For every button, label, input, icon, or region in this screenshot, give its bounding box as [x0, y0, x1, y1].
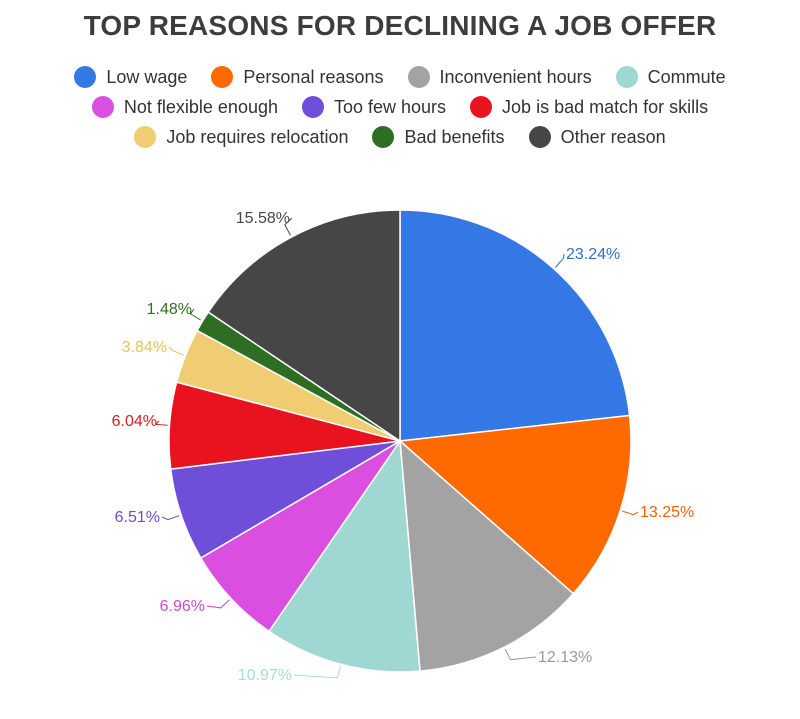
legend-item: Job requires relocation	[134, 126, 348, 148]
slice-value-label: 6.04%	[112, 413, 157, 430]
pie-slice	[207, 209, 401, 443]
slice-value-label: 3.84%	[122, 339, 167, 356]
slice-value-label: 15.58%	[236, 210, 290, 227]
slice-value-label: 1.48%	[147, 301, 192, 318]
legend-label: Too few hours	[333, 96, 447, 117]
legend: Low wage Personal reasons Inconvenient hou…	[0, 62, 800, 152]
pie-slice	[399, 439, 575, 672]
legend-item: Low wage	[74, 66, 187, 88]
leader-line	[504, 648, 537, 661]
slice-value-label: 6.51%	[115, 509, 160, 526]
legend-swatch	[301, 96, 324, 118]
pie-slice	[398, 414, 632, 595]
legend-label: Inconvenient hours	[439, 66, 592, 87]
legend-label: Job is bad match for skills	[502, 96, 709, 117]
slice-value-label: 23.24%	[566, 246, 620, 263]
legend-label: Not flexible enough	[123, 96, 278, 117]
leader-line	[161, 515, 180, 521]
pie-slice	[399, 209, 631, 442]
legend-swatch	[91, 96, 114, 118]
legend-item: Personal reasons	[211, 66, 384, 88]
legend-item: Commute	[615, 66, 726, 88]
legend-label: Job requires relocation	[166, 126, 349, 147]
leader-line	[206, 599, 230, 609]
legend-item: Too few hours	[301, 96, 447, 118]
slice-value-label: 12.13%	[538, 649, 592, 666]
legend-label: Bad benefits	[404, 126, 505, 147]
legend-swatch	[134, 126, 157, 148]
legend-swatch	[528, 126, 551, 148]
leader-line	[168, 346, 184, 356]
legend-label: Commute	[647, 66, 726, 87]
leader-line	[622, 510, 639, 516]
pie-slice	[268, 438, 421, 673]
leader-line	[189, 308, 202, 321]
leader-line	[154, 420, 168, 426]
slice-value-label: 13.25%	[640, 504, 694, 521]
legend-item: Inconvenient hours	[407, 66, 592, 88]
legend-swatch	[407, 66, 430, 88]
legend-swatch	[615, 66, 638, 88]
legend-item: Job is bad match for skills	[470, 96, 708, 118]
legend-item: Other reason	[528, 126, 666, 148]
legend-row: Low wage Personal reasons Inconvenient hou…	[0, 62, 800, 92]
legend-row: Not flexible enough Too few hours Job is b…	[0, 92, 800, 122]
leader-line	[293, 666, 342, 679]
chart-title: TOP REASONS FOR DECLINING A JOB OFFER	[83, 10, 717, 41]
legend-swatch	[211, 66, 234, 88]
legend-label: Personal reasons	[243, 66, 384, 87]
legend-row: Job requires relocation Bad benefits Other…	[0, 122, 800, 152]
legend-item: Bad benefits	[372, 126, 505, 148]
legend-swatch	[470, 96, 493, 118]
leader-line	[555, 253, 565, 268]
legend-item: Not flexible enough	[91, 96, 278, 118]
slice-value-label: 10.97%	[238, 667, 292, 684]
legend-swatch	[74, 66, 97, 88]
slice-value-label: 6.96%	[160, 598, 205, 615]
legend-swatch	[372, 126, 395, 148]
legend-label: Low wage	[106, 66, 188, 87]
legend-label: Other reason	[560, 126, 666, 147]
leader-line	[284, 217, 293, 236]
